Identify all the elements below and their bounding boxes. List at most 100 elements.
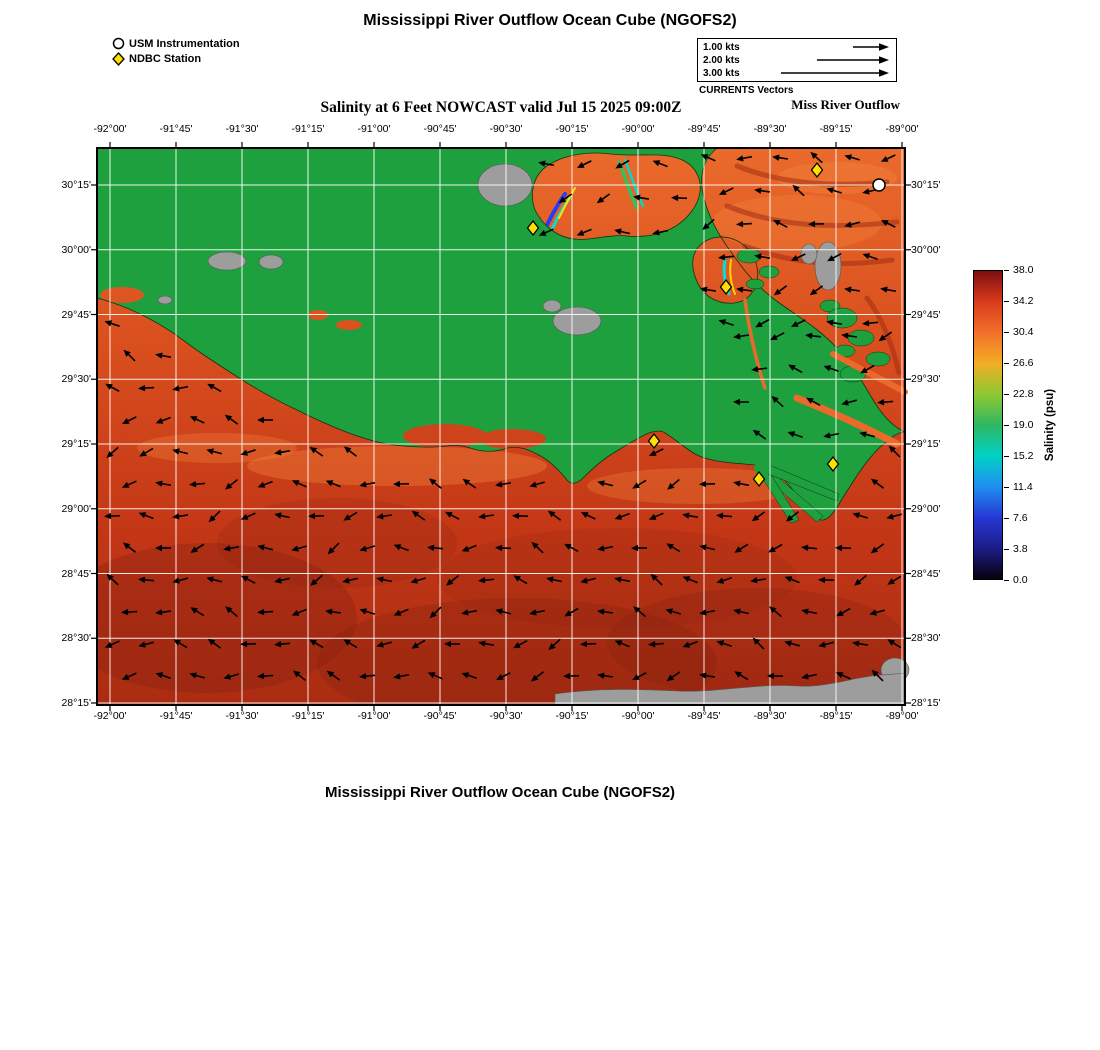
lat-tick-label-right: 30°15' (911, 179, 941, 191)
current-vector-icon (801, 544, 818, 551)
map-subtitle: Salinity at 6 Feet NOWCAST valid Jul 15 … (320, 99, 682, 116)
current-vector-icon (241, 575, 256, 584)
current-vector-icon (597, 672, 614, 679)
current-vector-icon (207, 383, 222, 393)
current-vector-icon (274, 641, 291, 648)
current-vector-icon (461, 544, 477, 552)
current-vector-icon (343, 446, 357, 457)
colorbar-tick (1004, 486, 1009, 488)
current-vector-icon (671, 194, 688, 202)
coastline (692, 236, 759, 304)
current-vector-icon (427, 544, 444, 551)
current-vector-icon (342, 577, 358, 584)
current-vector-icon (580, 640, 597, 648)
current-vector-icon (596, 193, 611, 204)
current-vector-icon (326, 670, 341, 681)
current-vector-icon (772, 154, 789, 161)
current-vector-icon (716, 640, 732, 647)
no-data-land (554, 672, 906, 706)
current-vector-icon (138, 384, 155, 392)
current-vector-icon (393, 608, 409, 616)
current-vector-icon (478, 513, 495, 520)
current-vector-icon (871, 669, 884, 682)
current-vector-icon (784, 640, 801, 647)
lon-tick-label-top: -91°30' (225, 123, 259, 135)
current-vector-icon (547, 510, 562, 521)
current-vector-icon (823, 432, 840, 439)
current-vector-icon (754, 187, 771, 194)
colorbar-tick-label: 26.6 (1013, 356, 1034, 369)
current-vector-icon (257, 480, 273, 488)
current-vector-icon (597, 545, 614, 552)
current-vector-icon (580, 512, 596, 520)
current-vector-icon (224, 414, 239, 425)
current-vector-icon (808, 220, 825, 228)
current-vector-icon (702, 218, 715, 230)
current-vector-icon (881, 220, 896, 228)
current-vector-icon (700, 286, 717, 293)
current-vector-icon (633, 606, 646, 618)
current-vector-icon (495, 544, 512, 552)
current-vector-icon (393, 480, 410, 488)
current-vector-icon (513, 575, 528, 585)
current-vector-icon (862, 253, 878, 261)
ndbc-diamond-icon (112, 51, 125, 66)
current-vector-icon (563, 672, 580, 680)
lon-tick-label-bottom: -91°30' (225, 710, 259, 722)
colorbar-tick-label: 3.8 (1013, 542, 1028, 555)
salinity-plume-streak (623, 158, 645, 208)
lon-tick-label-bottom: -89°45' (687, 710, 721, 722)
current-vector-icon (564, 543, 579, 553)
current-vector-icon (880, 154, 896, 162)
current-vector-icon (274, 449, 291, 456)
current-vector-icon (648, 512, 664, 520)
current-vector-icon (666, 543, 681, 553)
usm-station-marker (872, 178, 886, 192)
colorbar-tick (1004, 548, 1009, 550)
current-vector-icon (155, 416, 171, 424)
current-vector-icon (810, 151, 823, 164)
colorbar-tick (1004, 300, 1009, 302)
ndbc-station-marker (647, 432, 661, 450)
current-vector-icon (291, 480, 307, 488)
current-vector-icon (446, 574, 459, 586)
current-vector-icon (139, 447, 154, 457)
salinity-plume-streak (729, 259, 736, 295)
current-vector-icon (827, 252, 842, 262)
region-label: Miss River Outflow (791, 97, 900, 112)
current-vector-icon (614, 512, 630, 520)
current-vector-icon (773, 285, 788, 296)
colorbar-tick-label: 38.0 (1013, 263, 1034, 276)
current-vector-icon (805, 332, 822, 339)
lat-tick-label-right: 28°15' (911, 697, 941, 709)
current-vector-icon (841, 399, 858, 406)
current-vector-icon (806, 397, 821, 407)
current-vector-icon (734, 671, 749, 681)
colorbar-tick-label: 34.2 (1013, 294, 1034, 307)
current-vector-icon (770, 332, 785, 341)
current-vector-icon (823, 365, 839, 373)
current-vector-icon (844, 286, 861, 293)
no-data-land (814, 241, 842, 291)
current-vector-icon (580, 577, 596, 584)
current-vector-icon (750, 577, 767, 584)
lon-tick-label-top: -89°15' (819, 123, 853, 135)
current-vector-icon (754, 253, 771, 260)
lat-tick-label-left: 29°00' (61, 502, 91, 515)
lon-tick-label-bottom: -89°00' (885, 710, 919, 722)
current-vector-icon (138, 641, 154, 648)
map-canvas (91, 142, 911, 711)
current-vector-icon (310, 574, 323, 586)
lat-tick-label-left: 30°00' (61, 243, 91, 256)
current-vector-icon (886, 513, 903, 520)
current-vector-icon (538, 160, 555, 167)
current-vector-icon (699, 544, 715, 551)
current-vector-icon (359, 673, 376, 680)
current-vector-icon (172, 385, 189, 392)
current-vector-icon (666, 671, 681, 682)
current-vector-icon (225, 606, 238, 618)
current-vector-icon (122, 542, 136, 553)
current-vector-icon (546, 576, 562, 583)
current-vector-icon (700, 154, 716, 162)
lon-tick-label-bottom: -91°15' (291, 710, 325, 722)
